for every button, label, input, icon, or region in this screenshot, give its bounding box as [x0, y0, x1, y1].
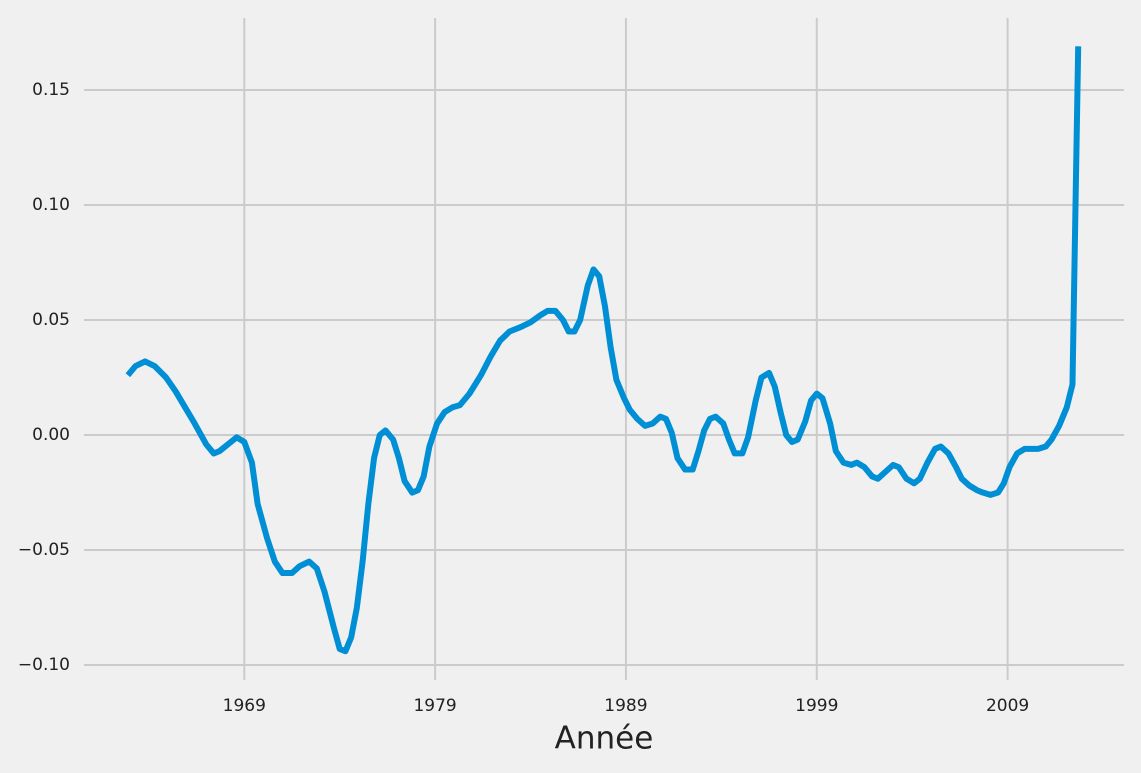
x-tick-label: 1969	[223, 696, 266, 716]
y-tick-label: −0.05	[18, 540, 70, 560]
y-tick-label: 0.15	[32, 80, 70, 100]
line-series	[125, 46, 1082, 655]
y-tick-label: 0.00	[32, 425, 70, 445]
y-tick-label: 0.05	[32, 310, 70, 330]
x-tick-label: 2009	[986, 696, 1029, 716]
x-tick-label: 1999	[795, 696, 838, 716]
x-tick-label: 1979	[413, 696, 456, 716]
x-axis-label: Année	[555, 721, 654, 757]
grid	[84, 18, 1124, 680]
y-tick-label: −0.10	[18, 655, 70, 675]
x-tick-label: 1989	[604, 696, 647, 716]
y-tick-label: 0.10	[32, 195, 70, 215]
